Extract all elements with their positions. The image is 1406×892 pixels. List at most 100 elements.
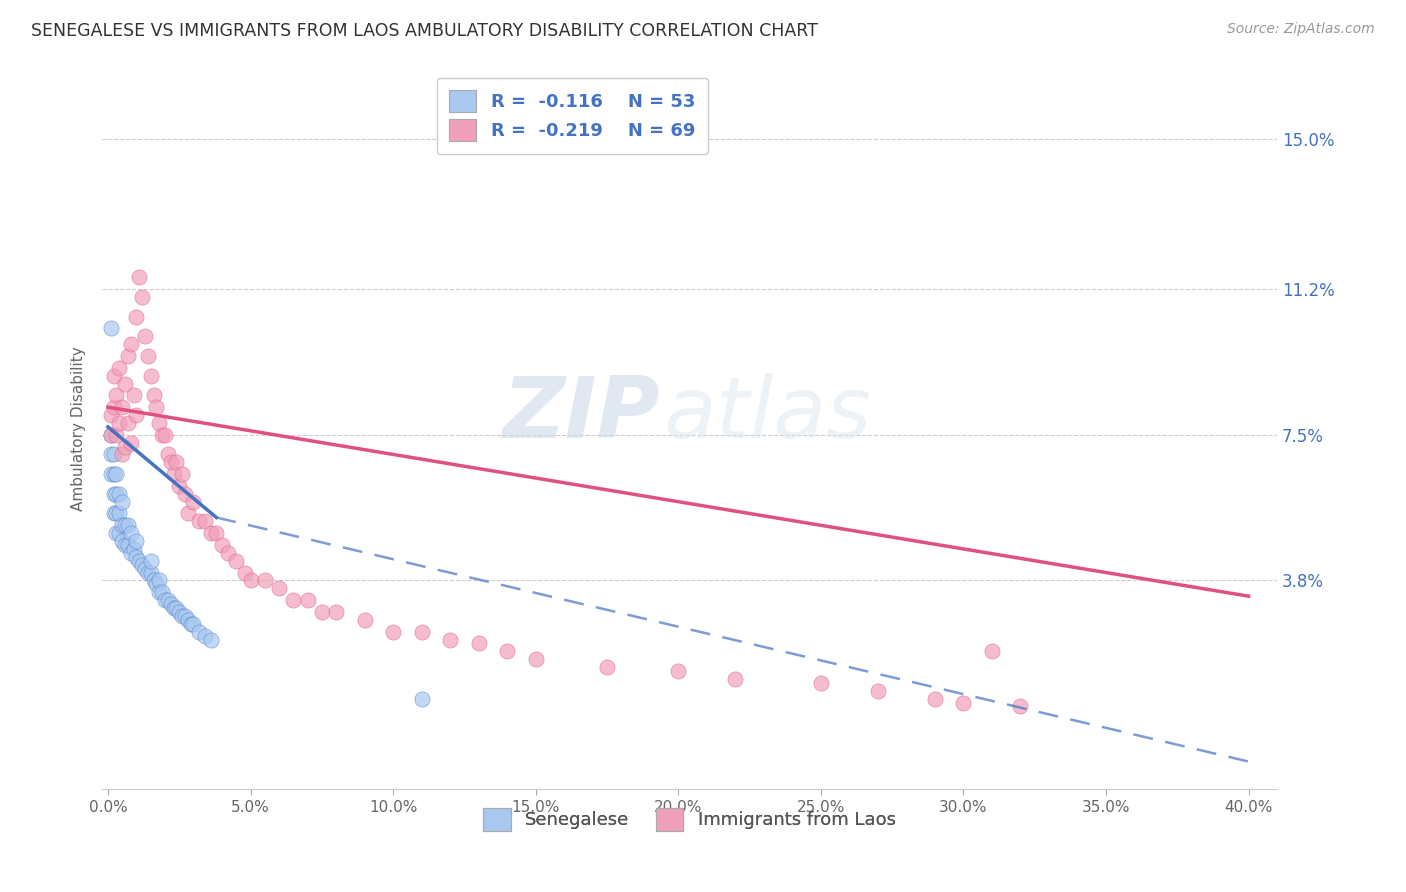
Point — [108, 416, 131, 430]
Point — [111, 518, 134, 533]
Point — [114, 376, 136, 391]
Point — [174, 487, 197, 501]
Point — [105, 388, 128, 402]
Point — [866, 683, 889, 698]
Point — [205, 526, 228, 541]
Point — [217, 546, 239, 560]
Point — [666, 664, 689, 678]
Point — [311, 605, 333, 619]
Point — [114, 518, 136, 533]
Point — [153, 593, 176, 607]
Text: Source: ZipAtlas.com: Source: ZipAtlas.com — [1227, 22, 1375, 37]
Point — [145, 577, 167, 591]
Point — [139, 554, 162, 568]
Point — [159, 455, 181, 469]
Point — [136, 566, 159, 580]
Point — [100, 427, 122, 442]
Point — [111, 400, 134, 414]
Point — [117, 349, 139, 363]
Point — [194, 629, 217, 643]
Point — [952, 696, 974, 710]
Point — [981, 644, 1004, 658]
Point — [211, 538, 233, 552]
Point — [139, 368, 162, 383]
Point — [439, 632, 461, 647]
Point — [103, 368, 125, 383]
Point — [225, 554, 247, 568]
Point — [105, 427, 128, 442]
Point — [139, 566, 162, 580]
Point — [105, 467, 128, 482]
Point — [596, 660, 619, 674]
Point — [253, 574, 276, 588]
Point — [100, 321, 122, 335]
Y-axis label: Ambulatory Disability: Ambulatory Disability — [72, 346, 86, 511]
Point — [267, 582, 290, 596]
Point — [120, 546, 142, 560]
Point — [100, 447, 122, 461]
Text: ZIP: ZIP — [503, 373, 661, 456]
Point — [297, 593, 319, 607]
Point — [111, 534, 134, 549]
Point — [145, 400, 167, 414]
Point — [148, 585, 170, 599]
Point — [159, 597, 181, 611]
Point — [153, 427, 176, 442]
Point — [120, 526, 142, 541]
Point — [142, 574, 165, 588]
Point — [100, 467, 122, 482]
Point — [117, 518, 139, 533]
Point — [183, 616, 205, 631]
Point — [382, 624, 405, 639]
Point — [162, 601, 184, 615]
Point — [180, 616, 202, 631]
Point — [200, 632, 222, 647]
Point — [108, 507, 131, 521]
Point — [125, 534, 148, 549]
Point — [177, 613, 200, 627]
Point — [411, 624, 433, 639]
Point — [148, 574, 170, 588]
Point — [177, 507, 200, 521]
Point — [122, 541, 145, 556]
Point — [114, 538, 136, 552]
Point — [108, 487, 131, 501]
Point — [188, 514, 211, 528]
Point — [924, 691, 946, 706]
Point — [810, 675, 832, 690]
Point — [117, 538, 139, 552]
Point — [283, 593, 305, 607]
Point — [111, 494, 134, 508]
Point — [117, 416, 139, 430]
Point — [724, 672, 747, 686]
Point — [165, 455, 187, 469]
Point — [156, 593, 179, 607]
Point — [194, 514, 217, 528]
Point — [105, 507, 128, 521]
Point — [170, 467, 193, 482]
Point — [170, 608, 193, 623]
Point — [120, 337, 142, 351]
Point — [524, 652, 547, 666]
Point — [103, 447, 125, 461]
Point — [134, 329, 156, 343]
Legend: Senegalese, Immigrants from Laos: Senegalese, Immigrants from Laos — [470, 794, 910, 845]
Point — [120, 435, 142, 450]
Point — [108, 526, 131, 541]
Point — [167, 605, 190, 619]
Point — [128, 554, 150, 568]
Point — [156, 447, 179, 461]
Point — [150, 427, 173, 442]
Point — [165, 601, 187, 615]
Point — [103, 487, 125, 501]
Point — [411, 691, 433, 706]
Point — [1010, 699, 1032, 714]
Point — [496, 644, 519, 658]
Point — [325, 605, 347, 619]
Point — [108, 360, 131, 375]
Text: atlas: atlas — [664, 373, 872, 456]
Point — [188, 624, 211, 639]
Point — [128, 270, 150, 285]
Point — [111, 447, 134, 461]
Point — [353, 613, 375, 627]
